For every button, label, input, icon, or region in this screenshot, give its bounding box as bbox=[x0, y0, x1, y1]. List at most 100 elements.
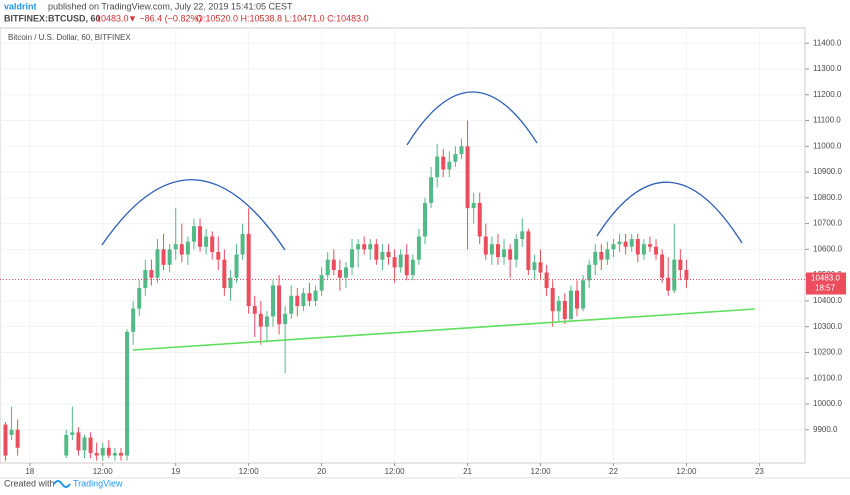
candle-body bbox=[641, 244, 646, 255]
candle-body bbox=[234, 254, 239, 278]
chart-title: Bitcoin / U.S. Dollar, 60, BITFINEX bbox=[8, 33, 131, 42]
footer-brand[interactable]: TradingView bbox=[73, 478, 123, 488]
candle-body bbox=[568, 290, 573, 319]
change: ▼ −86.4 (−0.82%) bbox=[128, 13, 201, 23]
candle-body bbox=[489, 244, 494, 255]
y-tick-label: 10600.0 bbox=[813, 244, 842, 253]
candle-body bbox=[149, 269, 154, 278]
candle-body bbox=[277, 285, 282, 325]
candle-body bbox=[161, 249, 166, 265]
candle-body bbox=[520, 231, 525, 240]
candle-body bbox=[611, 244, 616, 250]
candle-body bbox=[173, 244, 178, 250]
candle-body bbox=[100, 447, 105, 456]
candle-body bbox=[3, 424, 8, 456]
right-shoulder-arc bbox=[596, 181, 743, 244]
candle-body bbox=[319, 275, 324, 291]
candle-body bbox=[526, 231, 531, 270]
candle-body bbox=[331, 259, 336, 270]
candle-body bbox=[179, 244, 184, 255]
candle-body bbox=[483, 236, 488, 255]
candle-body bbox=[544, 272, 549, 289]
candle-body bbox=[581, 280, 586, 309]
candle-body bbox=[666, 277, 671, 291]
neckline bbox=[132, 308, 756, 351]
candle-body bbox=[556, 300, 561, 312]
candle-body bbox=[422, 202, 427, 237]
y-tick-label: 10100.0 bbox=[813, 373, 842, 382]
candle-body bbox=[429, 177, 434, 203]
candle-body bbox=[398, 254, 403, 268]
x-tick-label: 12:00 bbox=[239, 467, 260, 476]
countdown: 18:57 bbox=[815, 284, 836, 293]
candle-body bbox=[617, 241, 622, 245]
candle-body bbox=[410, 259, 415, 276]
candle-body bbox=[137, 288, 142, 309]
candle-body bbox=[125, 331, 130, 456]
y-tick-label: 11200.0 bbox=[813, 90, 842, 99]
grid bbox=[0, 28, 805, 463]
candle-body bbox=[508, 249, 513, 260]
y-tick-label: 10400.0 bbox=[813, 296, 842, 305]
candle-body bbox=[343, 267, 348, 278]
candle-body bbox=[9, 429, 14, 435]
candle-body bbox=[459, 146, 464, 155]
candle-body bbox=[118, 452, 123, 456]
candle-body bbox=[386, 251, 391, 258]
candle-body bbox=[246, 233, 251, 307]
candle-body bbox=[313, 290, 318, 301]
candle-body bbox=[76, 432, 81, 451]
y-tick-label: 9900.0 bbox=[813, 425, 838, 434]
candle-body bbox=[204, 236, 209, 247]
candle-body bbox=[70, 432, 75, 435]
candle-body bbox=[574, 290, 579, 309]
published: published on TradingView.com, July 22, 2… bbox=[48, 1, 293, 11]
plot-frame bbox=[0, 27, 806, 464]
x-tick-label: 20 bbox=[317, 467, 326, 476]
candle-body bbox=[143, 269, 148, 289]
candle-body bbox=[350, 249, 355, 268]
candle-body bbox=[198, 226, 203, 247]
candle-body bbox=[325, 259, 330, 276]
candle-body bbox=[587, 264, 592, 281]
candle-body bbox=[307, 293, 312, 301]
candle-body bbox=[191, 226, 196, 242]
candle-body bbox=[380, 251, 385, 260]
candle-body bbox=[453, 154, 458, 162]
candle-body bbox=[495, 244, 500, 258]
y-tick-label: 10900.0 bbox=[813, 167, 842, 176]
candle-body bbox=[301, 293, 306, 307]
y-tick-label: 11000.0 bbox=[813, 141, 842, 150]
candle-body bbox=[654, 246, 659, 255]
candle-body bbox=[112, 452, 117, 456]
candle-body bbox=[368, 244, 373, 250]
candle-body bbox=[82, 437, 87, 451]
candle-body bbox=[94, 452, 99, 456]
candle-body bbox=[131, 308, 136, 332]
candle-body bbox=[502, 249, 507, 258]
candle-body bbox=[295, 295, 300, 307]
candle-body bbox=[635, 239, 640, 255]
candle-body bbox=[593, 251, 598, 265]
author[interactable]: valdrint bbox=[4, 1, 37, 11]
candle-body bbox=[660, 254, 665, 278]
candle-body bbox=[562, 300, 567, 319]
x-tick-label: 22 bbox=[609, 467, 618, 476]
candle-body bbox=[283, 313, 288, 325]
candle-body bbox=[106, 447, 111, 456]
candle-body bbox=[289, 295, 294, 314]
y-tick-label: 11100.0 bbox=[813, 116, 841, 125]
candle-body bbox=[185, 241, 190, 255]
x-tick-label: 12:00 bbox=[676, 467, 697, 476]
candle-body bbox=[258, 313, 263, 327]
candle-body bbox=[88, 437, 93, 453]
candle-body bbox=[538, 262, 543, 273]
candle-body bbox=[210, 236, 215, 252]
candle-body bbox=[362, 244, 367, 250]
axes: 9900.0 10000.0 10100.0 10200.0 10300.0 10400.… bbox=[25, 38, 846, 476]
left-shoulder-arc bbox=[101, 179, 286, 251]
candle-body bbox=[216, 251, 221, 260]
candle-body bbox=[374, 244, 379, 260]
candle-body bbox=[167, 249, 172, 265]
candle-body bbox=[441, 156, 446, 170]
